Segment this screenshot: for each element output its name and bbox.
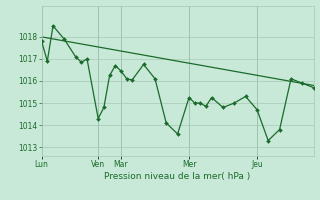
X-axis label: Pression niveau de la mer( hPa ): Pression niveau de la mer( hPa ): [104, 172, 251, 181]
